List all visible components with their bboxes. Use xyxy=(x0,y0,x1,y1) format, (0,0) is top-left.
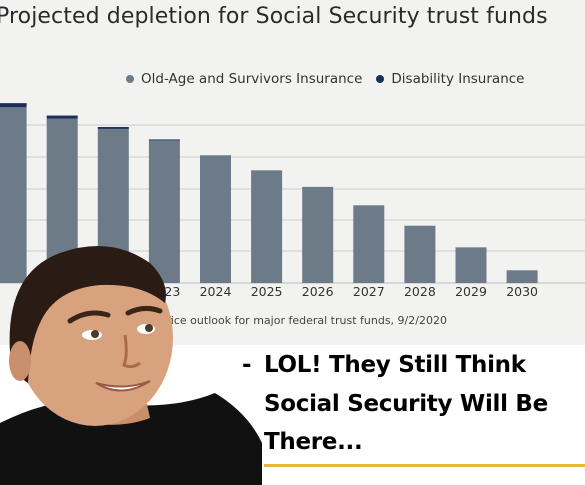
x-tick-label: 2028 xyxy=(404,284,436,299)
caption-line-1: LOL! They Still Think xyxy=(264,352,526,378)
mouth-shape xyxy=(95,380,151,392)
eyebrow-left xyxy=(67,310,111,324)
chart-source: et Office outlook for major federal trus… xyxy=(140,314,447,327)
bar-oasi-2024 xyxy=(200,155,231,283)
bar-di-2021 xyxy=(46,115,78,119)
x-tick-label: 2029 xyxy=(455,284,487,299)
chart-legend: Old-Age and Survivors Insurance Disabili… xyxy=(126,71,538,87)
legend-swatch-di xyxy=(376,75,385,83)
nose-shape xyxy=(122,334,141,369)
caption-line-3: There... xyxy=(264,429,363,455)
bar-di-2020 xyxy=(0,103,27,108)
legend-item-di: Disability Insurance xyxy=(376,71,524,87)
pupil-right xyxy=(145,324,153,332)
caption-dash: - xyxy=(242,352,252,378)
x-tick-label: 2024 xyxy=(200,284,232,299)
x-tick-label: 2027 xyxy=(353,284,385,299)
bar-oasi-2026 xyxy=(302,186,334,283)
legend-item-oasi: Old-Age and Survivors Insurance xyxy=(126,71,362,87)
bar-oasi-2020 xyxy=(0,107,27,283)
pupil-left xyxy=(91,330,99,338)
bar-oasi-2028 xyxy=(404,225,436,283)
chart-title: Projected depletion for Social Security … xyxy=(0,4,548,29)
bar-oasi-2025 xyxy=(251,170,283,283)
bar-oasi-2027 xyxy=(353,205,385,283)
caption-line-2: Social Security Will Be xyxy=(264,391,548,417)
ear-shape xyxy=(9,341,31,381)
x-tick-label: 2025 xyxy=(251,284,283,299)
bar-oasi-2030 xyxy=(506,270,538,283)
bar-oasi-2023 xyxy=(148,140,180,283)
caption-underline xyxy=(264,464,585,467)
bar-di-2022 xyxy=(97,127,129,129)
legend-label-oasi: Old-Age and Survivors Insurance xyxy=(141,71,363,87)
person-photo xyxy=(0,245,262,485)
hair-shape xyxy=(9,245,167,383)
eyebrow-right xyxy=(125,305,163,316)
bar-oasi-2029 xyxy=(455,247,487,283)
legend-label-di: Disability Insurance xyxy=(391,71,525,87)
x-tick-label: 2026 xyxy=(302,284,334,299)
legend-swatch-oasi xyxy=(126,75,134,83)
bar-di-2023 xyxy=(148,139,180,141)
x-tick-label: 2030 xyxy=(506,284,538,299)
